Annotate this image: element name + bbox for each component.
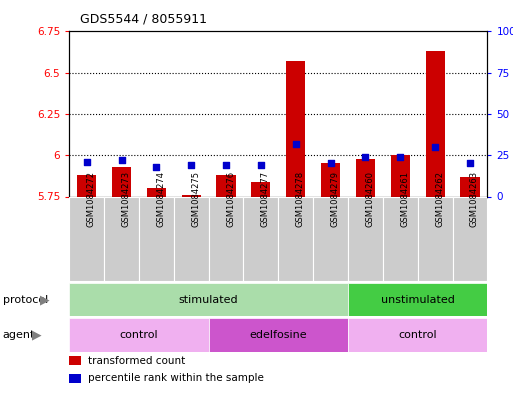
Bar	[77, 175, 96, 196]
Bar	[356, 158, 375, 196]
Bar	[69, 374, 81, 383]
Bar	[425, 51, 445, 196]
Text: GSM1084262: GSM1084262	[435, 171, 444, 227]
Point	[117, 157, 126, 163]
Text: GSM1084272: GSM1084272	[87, 171, 96, 227]
Bar	[321, 163, 340, 196]
Bar	[174, 196, 209, 281]
Point	[83, 159, 91, 165]
Point	[152, 163, 161, 170]
Bar	[69, 283, 348, 316]
Bar	[452, 196, 487, 281]
Bar	[383, 196, 418, 281]
Bar	[348, 283, 487, 316]
Point	[466, 160, 474, 167]
Point	[187, 162, 195, 168]
Bar	[313, 196, 348, 281]
Text: GSM1084277: GSM1084277	[261, 171, 270, 227]
Text: GSM1084273: GSM1084273	[122, 171, 130, 227]
Bar	[104, 196, 139, 281]
Point	[257, 162, 265, 168]
Text: protocol: protocol	[3, 295, 48, 305]
Bar	[286, 61, 305, 196]
Point	[431, 144, 439, 150]
Text: GSM1084261: GSM1084261	[400, 171, 409, 227]
Text: GSM1084278: GSM1084278	[295, 171, 305, 227]
Text: agent: agent	[3, 330, 35, 340]
Bar	[112, 167, 131, 196]
Bar	[69, 318, 209, 352]
Text: control: control	[399, 330, 437, 340]
Text: GSM1084279: GSM1084279	[330, 171, 340, 227]
Bar	[418, 196, 452, 281]
Text: GSM1084260: GSM1084260	[365, 171, 374, 227]
Text: ▶: ▶	[40, 293, 49, 306]
Bar	[251, 182, 270, 196]
Text: edelfosine: edelfosine	[249, 330, 307, 340]
Text: GSM1084275: GSM1084275	[191, 171, 200, 227]
Text: GSM1084274: GSM1084274	[156, 171, 165, 227]
Bar	[147, 188, 166, 196]
Bar	[182, 195, 201, 196]
Point	[396, 154, 404, 160]
Text: transformed count: transformed count	[88, 356, 185, 365]
Text: stimulated: stimulated	[179, 295, 239, 305]
Bar	[278, 196, 313, 281]
Text: control: control	[120, 330, 158, 340]
Bar	[69, 196, 104, 281]
Bar	[209, 318, 348, 352]
Point	[291, 141, 300, 147]
Bar	[69, 356, 81, 365]
Bar	[216, 175, 235, 196]
Bar	[391, 155, 410, 196]
Bar	[209, 196, 244, 281]
Text: percentile rank within the sample: percentile rank within the sample	[88, 373, 264, 383]
Text: GSM1084263: GSM1084263	[470, 171, 479, 227]
Bar	[348, 196, 383, 281]
Point	[222, 162, 230, 168]
Text: GDS5544 / 8055911: GDS5544 / 8055911	[80, 13, 207, 26]
Bar	[348, 318, 487, 352]
Point	[361, 154, 369, 160]
Bar	[244, 196, 278, 281]
Text: ▶: ▶	[32, 329, 42, 342]
Point	[326, 160, 334, 167]
Text: GSM1084276: GSM1084276	[226, 171, 235, 227]
Bar	[139, 196, 174, 281]
Bar	[460, 177, 480, 196]
Text: unstimulated: unstimulated	[381, 295, 455, 305]
